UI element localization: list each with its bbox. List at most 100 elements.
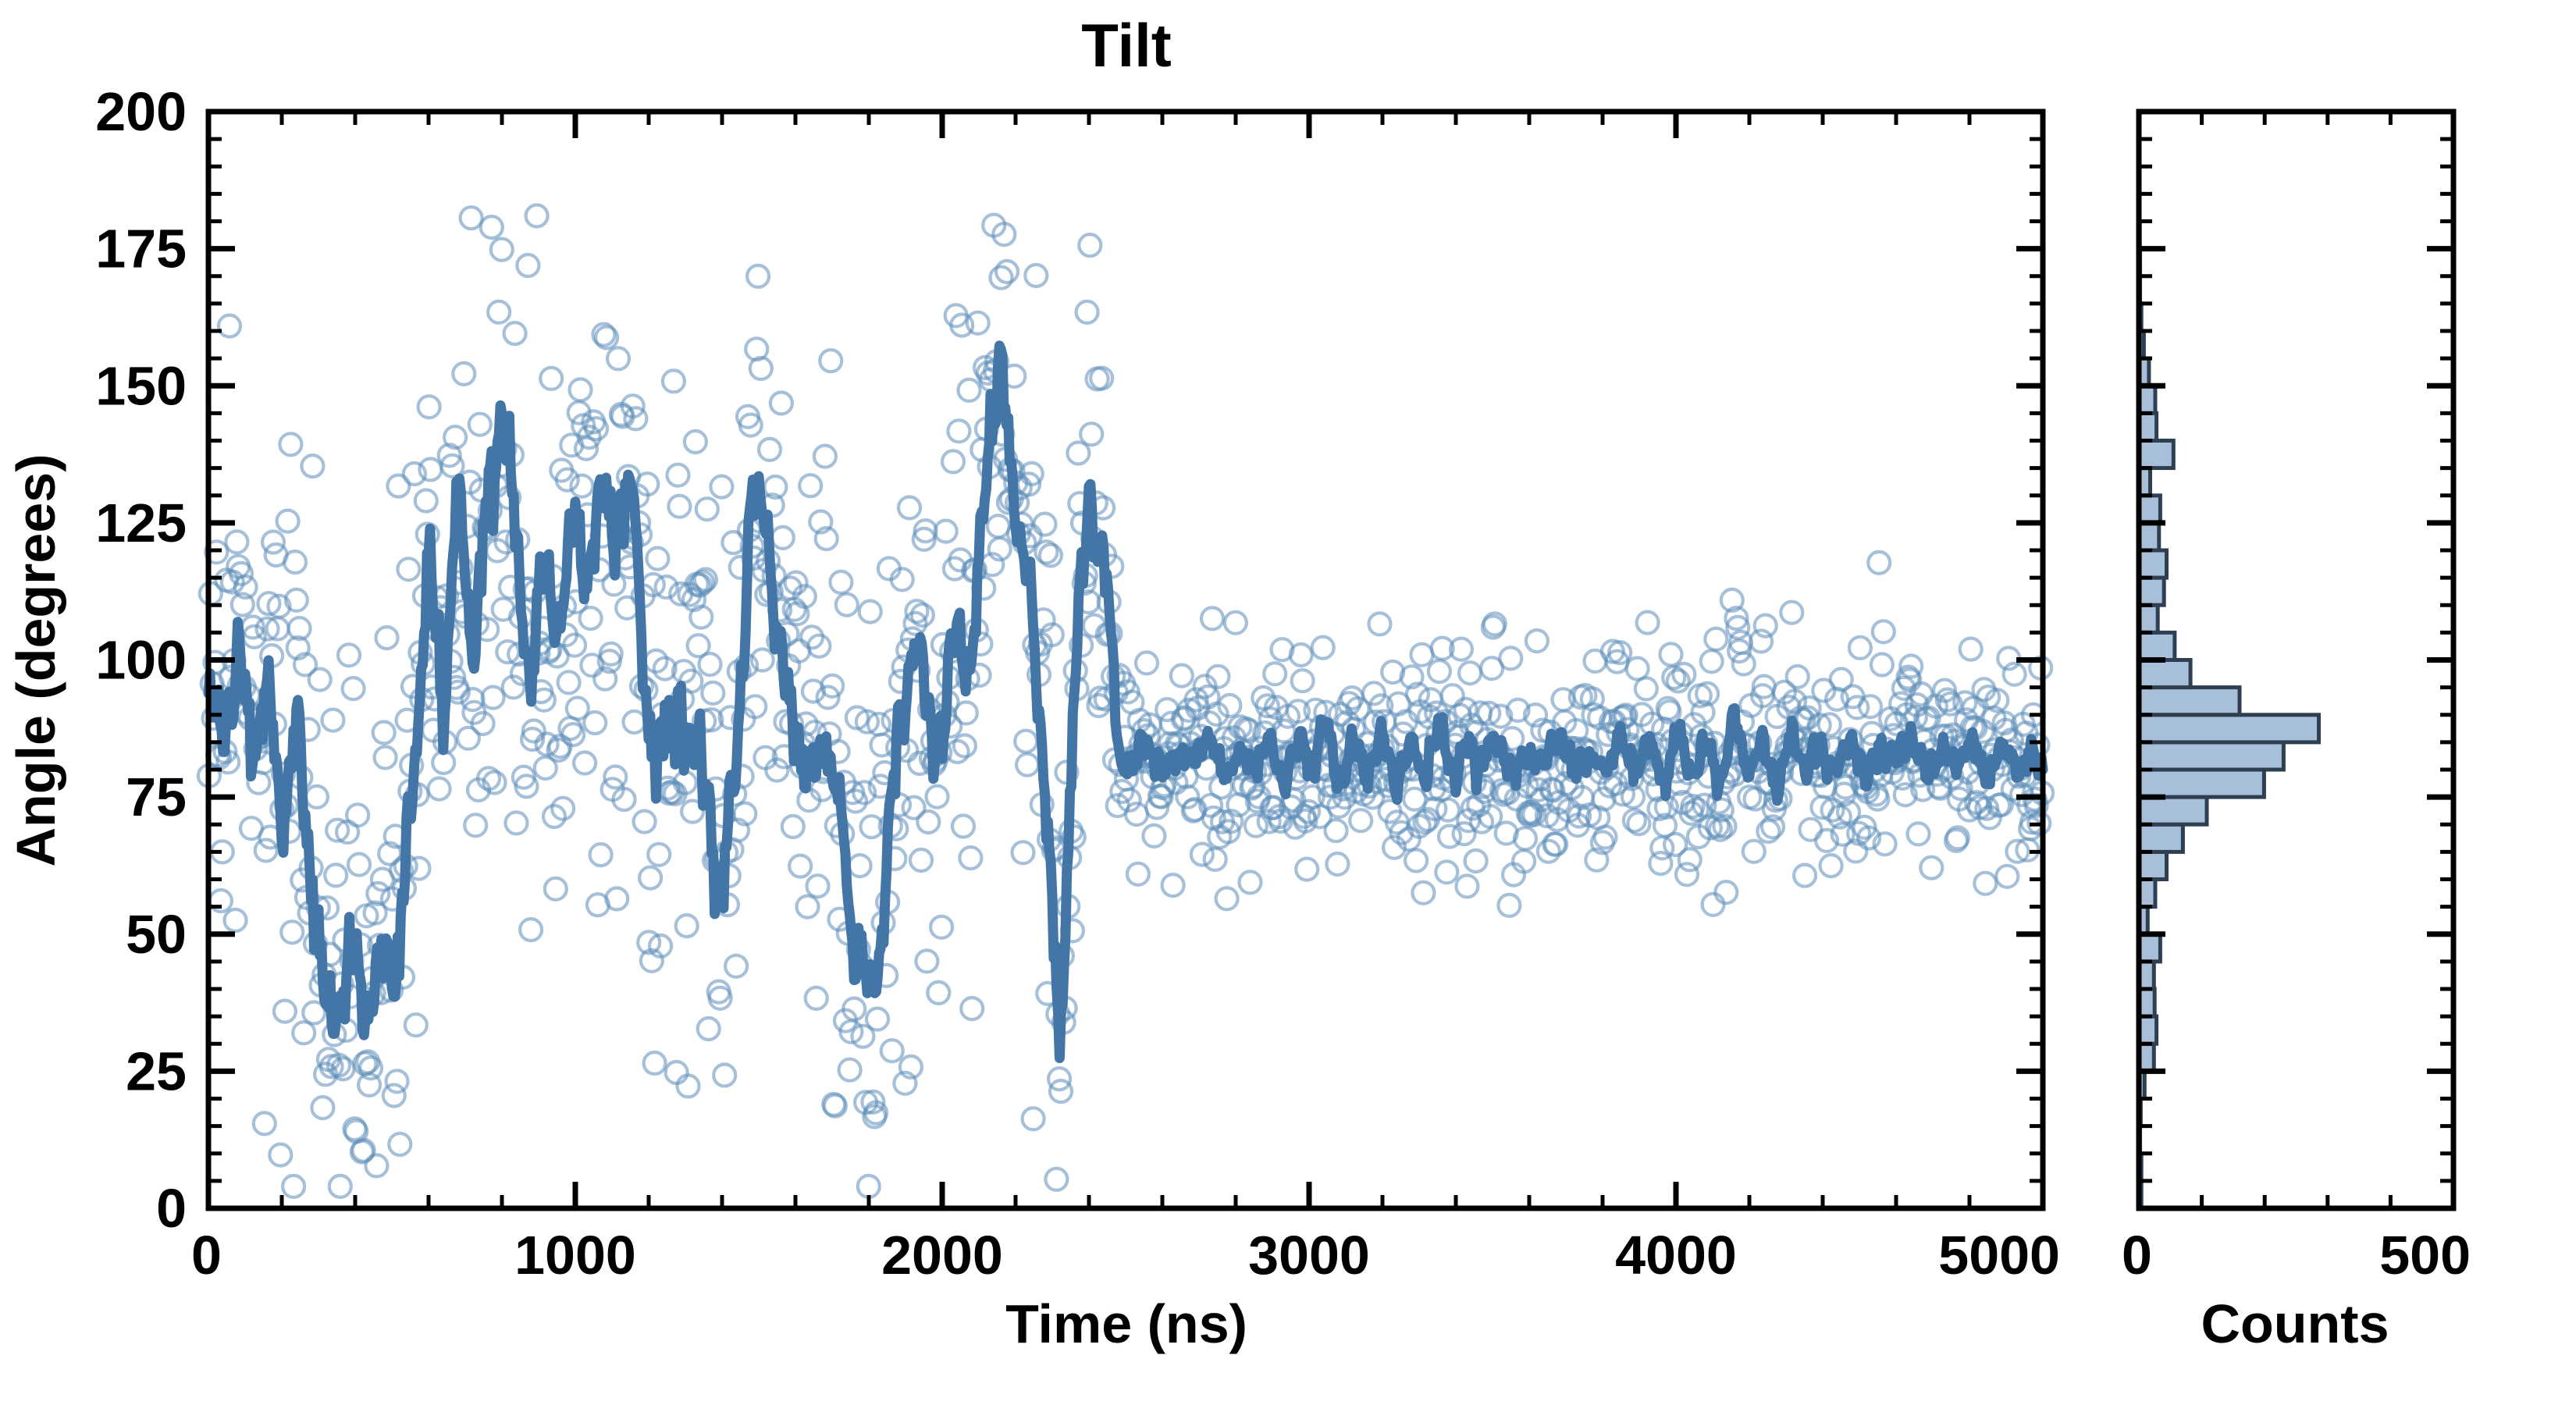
scatter-point <box>364 1153 390 1179</box>
scatter-point <box>1010 840 1036 866</box>
scatter-point <box>463 813 489 838</box>
scatter-point <box>1680 793 1706 820</box>
scatter-point <box>1816 712 1842 738</box>
scatter-point <box>1183 687 1209 713</box>
histogram-bar <box>2137 658 2193 690</box>
scatter-point <box>682 429 709 455</box>
scatter-point <box>467 411 493 437</box>
scatter-point <box>959 995 985 1022</box>
scatter-point <box>278 432 304 457</box>
scatter-point <box>1160 872 1186 898</box>
scatter-point <box>222 907 248 934</box>
scatter-point <box>219 569 245 595</box>
scatter-point <box>647 933 674 959</box>
scatter-point <box>475 766 502 791</box>
scatter-point <box>1476 700 1502 727</box>
scatter-point <box>1633 676 1659 702</box>
scatter-point <box>480 685 506 710</box>
scatter-point <box>949 312 975 338</box>
scatter-point <box>1482 611 1507 637</box>
scatter-point <box>1381 834 1407 860</box>
scatter-point <box>515 253 541 279</box>
scatter-point <box>837 1057 863 1083</box>
scatter-point <box>1607 639 1633 666</box>
x-tick-label: 4000 <box>1615 1225 1737 1286</box>
y-tick-label: 100 <box>95 630 187 691</box>
scatter-point <box>635 471 660 497</box>
scatter-point <box>642 1050 667 1076</box>
scatter-point <box>1724 605 1749 631</box>
scatter-point <box>1205 663 1231 689</box>
scatter-point <box>228 560 254 587</box>
scatter-point <box>780 813 806 840</box>
scatter-point <box>426 776 452 802</box>
histogram-bar <box>2137 439 2176 471</box>
scatter-point <box>1453 696 1478 722</box>
scatter-point <box>841 996 867 1022</box>
scatter-point <box>1592 824 1618 850</box>
scatter-point <box>1524 628 1550 654</box>
scatter-point <box>541 803 568 830</box>
scatter-point <box>1741 838 1767 864</box>
scatter-point <box>1709 797 1735 823</box>
x-tick-label: 1000 <box>514 1225 636 1286</box>
scatter-point <box>1237 870 1263 895</box>
histogram-bar <box>2137 713 2321 745</box>
scatter-point <box>489 237 514 262</box>
scatter-point <box>564 695 590 721</box>
scatter-point <box>645 546 671 571</box>
scatter-point <box>988 265 1014 290</box>
y-tick-label: 25 <box>126 1040 187 1101</box>
scatter-point <box>1498 646 1524 671</box>
scatter-point <box>442 425 468 450</box>
scatter-point <box>694 496 720 522</box>
main-x-tick-labels: 0 1000 2000 3000 4000 5000 <box>191 1225 2060 1286</box>
scatter-point <box>857 599 883 624</box>
scatter-point <box>805 873 831 899</box>
scatter-point <box>229 592 255 617</box>
scatter-point <box>768 390 795 416</box>
scatter-point <box>914 948 940 974</box>
scatter-point <box>1141 823 1167 849</box>
scatter-point <box>958 845 984 871</box>
scatter-point <box>1307 804 1333 830</box>
scatter-point <box>1189 841 1215 867</box>
scatter-point <box>1361 681 1387 706</box>
scatter-point <box>2005 838 2030 864</box>
scatter-point <box>260 529 286 555</box>
scatter-point <box>1429 635 1455 661</box>
scatter-point <box>550 795 576 821</box>
scatter-point <box>1988 791 2014 818</box>
scatter-point <box>1652 813 1678 838</box>
scatter-point <box>1937 691 1963 717</box>
scatter-point <box>2001 661 2027 687</box>
scatter-point <box>687 572 713 598</box>
chart-title: Tilt <box>1081 11 1172 80</box>
scatter-point <box>685 633 711 659</box>
scatter-point <box>892 1070 918 1096</box>
histogram-bar <box>2137 767 2266 799</box>
scatter-point <box>268 1142 294 1168</box>
scatter-point <box>1325 851 1350 877</box>
scatter-point <box>926 980 952 1006</box>
scatter-point <box>500 674 526 700</box>
scatter-point <box>1081 613 1108 638</box>
scatter-point <box>909 602 935 628</box>
scatter-point <box>1749 628 1774 654</box>
scatter-point <box>1690 699 1716 725</box>
scatter-point <box>611 786 637 813</box>
scatter-point <box>1692 792 1717 818</box>
scatter-point <box>1169 663 1194 688</box>
scatter-point <box>1811 678 1837 703</box>
scatter-point <box>254 616 280 642</box>
x-tick-label: 5000 <box>1938 1225 2060 1286</box>
scatter-point <box>560 721 586 748</box>
scatter-point <box>637 865 664 891</box>
scatter-point <box>818 348 844 374</box>
scatter-point <box>854 709 881 735</box>
scatter-point <box>275 508 301 534</box>
scatter-point <box>1865 786 1891 812</box>
scatter-point <box>346 852 372 877</box>
scatter-point <box>1044 1166 1069 1192</box>
